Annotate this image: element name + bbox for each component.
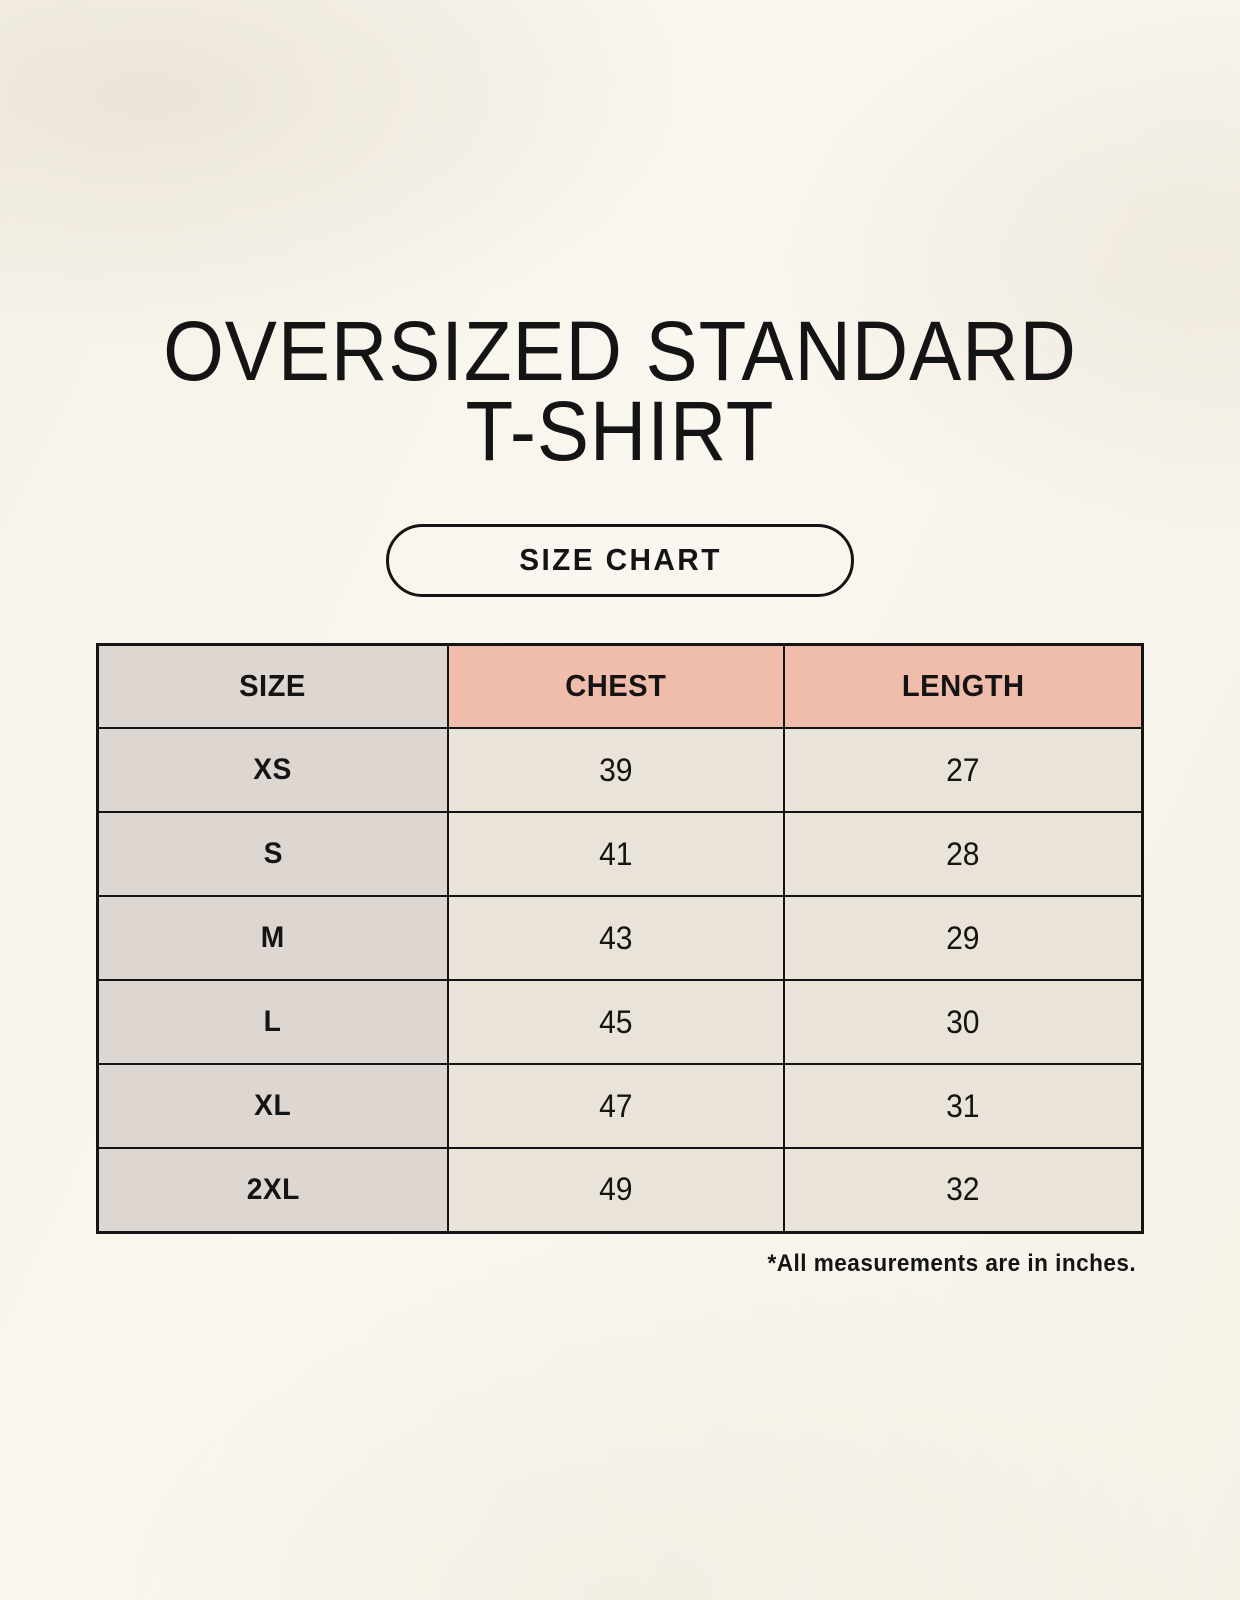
header-size: SIZE [96, 643, 449, 730]
size-chart-button[interactable]: SIZE CHART [386, 523, 854, 597]
table-row-l: L 45 30 [96, 979, 1144, 1066]
length-cell: 29 [783, 895, 1144, 982]
chest-cell: 45 [446, 979, 786, 1066]
page-title-line-2: T-SHIRT [465, 383, 775, 478]
length-cell: 31 [783, 1063, 1144, 1150]
table-row-s: S 41 28 [96, 811, 1144, 898]
size-cell: XS [96, 727, 449, 814]
header-length: LENGTH [783, 643, 1144, 730]
table-row-xl: XL 47 31 [96, 1063, 1144, 1150]
chest-cell: 41 [446, 811, 786, 898]
size-cell: M [96, 895, 449, 982]
size-cell: 2XL [96, 1147, 449, 1234]
table-row-m: M 43 29 [96, 895, 1144, 982]
chest-cell: 39 [446, 727, 786, 814]
size-chart-table: SIZE CHEST LENGTH XS 39 27 S 41 28 M 43 … [96, 642, 1144, 1234]
chest-cell: 49 [446, 1147, 786, 1234]
length-cell: 28 [783, 811, 1144, 898]
size-cell: XL [96, 1063, 449, 1150]
chest-cell: 47 [446, 1063, 786, 1150]
length-cell: 32 [783, 1147, 1144, 1234]
length-cell: 27 [783, 727, 1144, 814]
size-chart-button-label: SIZE CHART [518, 542, 722, 578]
header-chest: CHEST [446, 643, 786, 730]
size-cell: L [96, 979, 449, 1066]
page-title-line-1: OVERSIZED STANDARD [163, 304, 1077, 398]
length-cell: 30 [783, 979, 1144, 1066]
page-title: OVERSIZED STANDARD T-SHIRT [0, 0, 1240, 478]
chest-cell: 43 [446, 895, 786, 982]
table-row-2xl: 2XL 49 32 [96, 1147, 1144, 1234]
measurements-footnote: *All measurements are in inches. [767, 1249, 1136, 1277]
table-header-row: SIZE CHEST LENGTH [96, 643, 1144, 730]
table-row-xs: XS 39 27 [96, 727, 1144, 814]
size-cell: S [96, 811, 449, 898]
